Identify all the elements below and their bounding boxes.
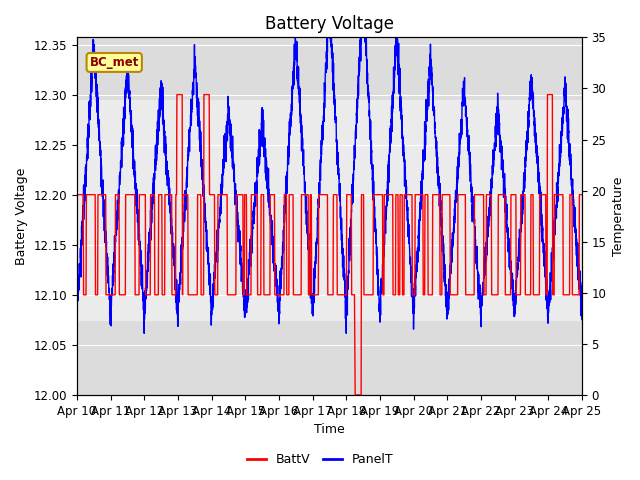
Legend: BattV, PanelT: BattV, PanelT: [242, 448, 398, 471]
Text: BC_met: BC_met: [90, 56, 139, 69]
Title: Battery Voltage: Battery Voltage: [265, 15, 394, 33]
Y-axis label: Temperature: Temperature: [612, 177, 625, 256]
Y-axis label: Battery Voltage: Battery Voltage: [15, 168, 28, 265]
Bar: [77, 100, 582, 320]
X-axis label: Time: Time: [314, 423, 345, 436]
